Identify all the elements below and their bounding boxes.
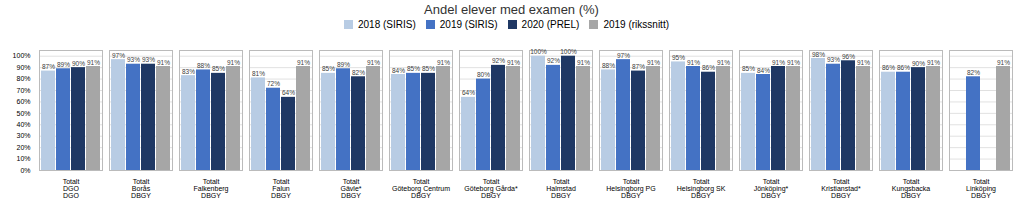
svg-text:TotaltHelsingborg SKDBGY: TotaltHelsingborg SKDBGY	[677, 178, 726, 199]
svg-text:TotaltJönköping*DBGY: TotaltJönköping*DBGY	[754, 178, 789, 199]
svg-text:TotaltGöteborg CentrumDBGY: TotaltGöteborg CentrumDBGY	[392, 178, 450, 199]
svg-text:TotaltKristianstad*DBGY: TotaltKristianstad*DBGY	[821, 178, 861, 199]
svg-text:80%: 80%	[16, 75, 30, 82]
svg-text:91%: 91%	[772, 59, 785, 66]
svg-text:40%: 40%	[16, 121, 30, 128]
svg-text:80%: 80%	[477, 71, 490, 78]
svg-text:91%: 91%	[507, 59, 520, 66]
svg-text:10%: 10%	[16, 155, 30, 162]
svg-text:85%: 85%	[742, 65, 755, 72]
svg-text:TotaltFalkenbergDBGY: TotaltFalkenbergDBGY	[193, 178, 228, 199]
svg-text:87%: 87%	[42, 63, 55, 70]
svg-text:91%: 91%	[927, 59, 940, 66]
svg-text:83%: 83%	[182, 68, 195, 75]
svg-text:91%: 91%	[717, 59, 730, 66]
svg-text:64%: 64%	[462, 89, 475, 96]
svg-text:TotaltFalunDBGY: TotaltFalunDBGY	[271, 178, 291, 199]
svg-text:70%: 70%	[16, 87, 30, 94]
svg-text:98%: 98%	[812, 51, 825, 58]
svg-text:50%: 50%	[16, 110, 30, 117]
svg-text:97%: 97%	[112, 52, 125, 59]
svg-text:88%: 88%	[197, 62, 210, 69]
svg-text:87%: 87%	[632, 63, 645, 70]
svg-text:92%: 92%	[492, 57, 505, 64]
svg-text:85%: 85%	[322, 65, 335, 72]
svg-text:TotaltKungsbackaDBGY: TotaltKungsbackaDBGY	[892, 178, 931, 199]
svg-text:91%: 91%	[227, 59, 240, 66]
svg-text:TotaltLinköpingDBGY: TotaltLinköpingDBGY	[966, 178, 996, 199]
svg-text:TotaltHelsingborg PGDBGY: TotaltHelsingborg PGDBGY	[606, 178, 655, 199]
svg-text:93%: 93%	[827, 56, 840, 63]
svg-text:85%: 85%	[407, 65, 420, 72]
svg-text:82%: 82%	[967, 69, 980, 76]
svg-text:91%: 91%	[787, 59, 800, 66]
svg-text:95%: 95%	[672, 54, 685, 61]
svg-text:91%: 91%	[687, 59, 700, 66]
svg-text:TotaltBoråsDBGY: TotaltBoråsDBGY	[131, 178, 151, 199]
svg-text:84%: 84%	[757, 67, 770, 74]
html-text:Andel elever med examen (%): Andel elever med examen (%)	[424, 2, 599, 17]
svg-text:89%: 89%	[337, 61, 350, 68]
svg-text:91%: 91%	[87, 59, 100, 66]
svg-text:30%: 30%	[16, 132, 30, 139]
svg-text:85%: 85%	[212, 65, 225, 72]
svg-text:100%: 100%	[530, 48, 547, 55]
svg-text:TotaltGävle*DBGY: TotaltGävle*DBGY	[340, 178, 361, 199]
svg-text:89%: 89%	[57, 61, 70, 68]
svg-text:88%: 88%	[602, 62, 615, 69]
svg-text:20%: 20%	[16, 144, 30, 151]
svg-text:TotaltHalmstadDBGY: TotaltHalmstadDBGY	[546, 178, 576, 199]
svg-text:86%: 86%	[702, 64, 715, 71]
svg-text:84%: 84%	[392, 67, 405, 74]
svg-text:96%: 96%	[842, 53, 855, 60]
svg-text:TotaltGöteborg Gårda*DBGY: TotaltGöteborg Gårda*DBGY	[464, 178, 518, 199]
svg-text:90%: 90%	[16, 64, 30, 71]
svg-text:91%: 91%	[577, 59, 590, 66]
svg-text:91%: 91%	[437, 59, 450, 66]
svg-text:91%: 91%	[367, 59, 380, 66]
svg-text:86%: 86%	[882, 64, 895, 71]
svg-text:TotaltDGODGO: TotaltDGODGO	[63, 178, 80, 199]
svg-text:86%: 86%	[897, 64, 910, 71]
svg-text:72%: 72%	[267, 80, 280, 87]
svg-text:93%: 93%	[127, 56, 140, 63]
svg-text:100%: 100%	[560, 48, 577, 55]
svg-text:91%: 91%	[857, 59, 870, 66]
svg-text:64%: 64%	[282, 89, 295, 96]
svg-text:0%: 0%	[20, 167, 30, 174]
svg-text:93%: 93%	[142, 56, 155, 63]
svg-text:91%: 91%	[297, 59, 310, 66]
svg-text:82%: 82%	[352, 69, 365, 76]
svg-text:91%: 91%	[157, 59, 170, 66]
svg-text:60%: 60%	[16, 98, 30, 105]
html-text:2019 (rikssnitt): 2019 (rikssnitt)	[603, 19, 669, 30]
svg-text:90%: 90%	[912, 60, 925, 67]
html-text:2020 (PREL): 2020 (PREL)	[521, 19, 580, 30]
svg-text:85%: 85%	[422, 65, 435, 72]
svg-text:97%: 97%	[617, 52, 630, 59]
svg-text:92%: 92%	[547, 57, 560, 64]
html-text:2019 (SIRIS): 2019 (SIRIS)	[439, 19, 498, 30]
svg-text:100%: 100%	[13, 52, 31, 59]
svg-text:81%: 81%	[252, 70, 265, 77]
svg-text:90%: 90%	[72, 60, 85, 67]
svg-text:91%: 91%	[647, 59, 660, 66]
svg-text:91%: 91%	[997, 59, 1010, 66]
html-text:2018 (SIRIS): 2018 (SIRIS)	[358, 19, 416, 30]
